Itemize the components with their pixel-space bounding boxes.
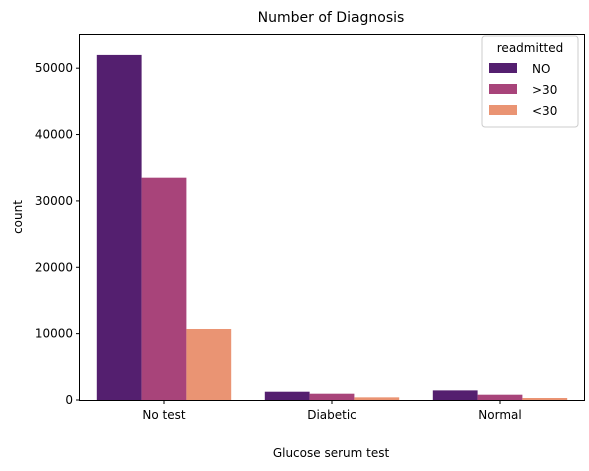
legend-label: NO (532, 62, 550, 76)
y-tick-label: 0 (65, 393, 73, 407)
y-tick-label: 20000 (35, 260, 73, 274)
y-tick-label: 50000 (35, 61, 73, 75)
y-axis-label: count (11, 200, 25, 234)
chart-title: Number of Diagnosis (258, 10, 405, 26)
legend-swatch (489, 84, 517, 94)
bar (186, 328, 232, 400)
x-axis: No test Diabetic Normal (142, 400, 522, 422)
legend: readmitted NO >30 <30 (481, 35, 579, 128)
legend-label: >30 (532, 83, 557, 97)
bar (522, 398, 568, 400)
y-axis: 0 10000 20000 30000 40000 50000 (35, 61, 80, 407)
legend-title: readmitted (497, 41, 563, 55)
plot-frame (79, 34, 585, 401)
legend-swatch (489, 63, 517, 73)
legend-frame (481, 35, 579, 128)
bar (141, 177, 187, 400)
bar (477, 394, 523, 400)
bar (354, 397, 400, 400)
bar (432, 390, 478, 400)
bar (264, 391, 310, 400)
y-tick-label: 30000 (35, 194, 73, 208)
legend-label: <30 (532, 104, 557, 118)
x-tick-label: Diabetic (307, 408, 357, 422)
y-tick-label: 10000 (35, 327, 73, 341)
bar (309, 393, 355, 400)
x-tick-label: Normal (478, 408, 521, 422)
x-tick-label: No test (142, 408, 185, 422)
legend-swatch (489, 105, 517, 115)
bars-layer (96, 54, 568, 401)
x-axis-label: Glucose serum test (273, 446, 390, 460)
y-tick-label: 40000 (35, 128, 73, 142)
bar (96, 54, 142, 401)
